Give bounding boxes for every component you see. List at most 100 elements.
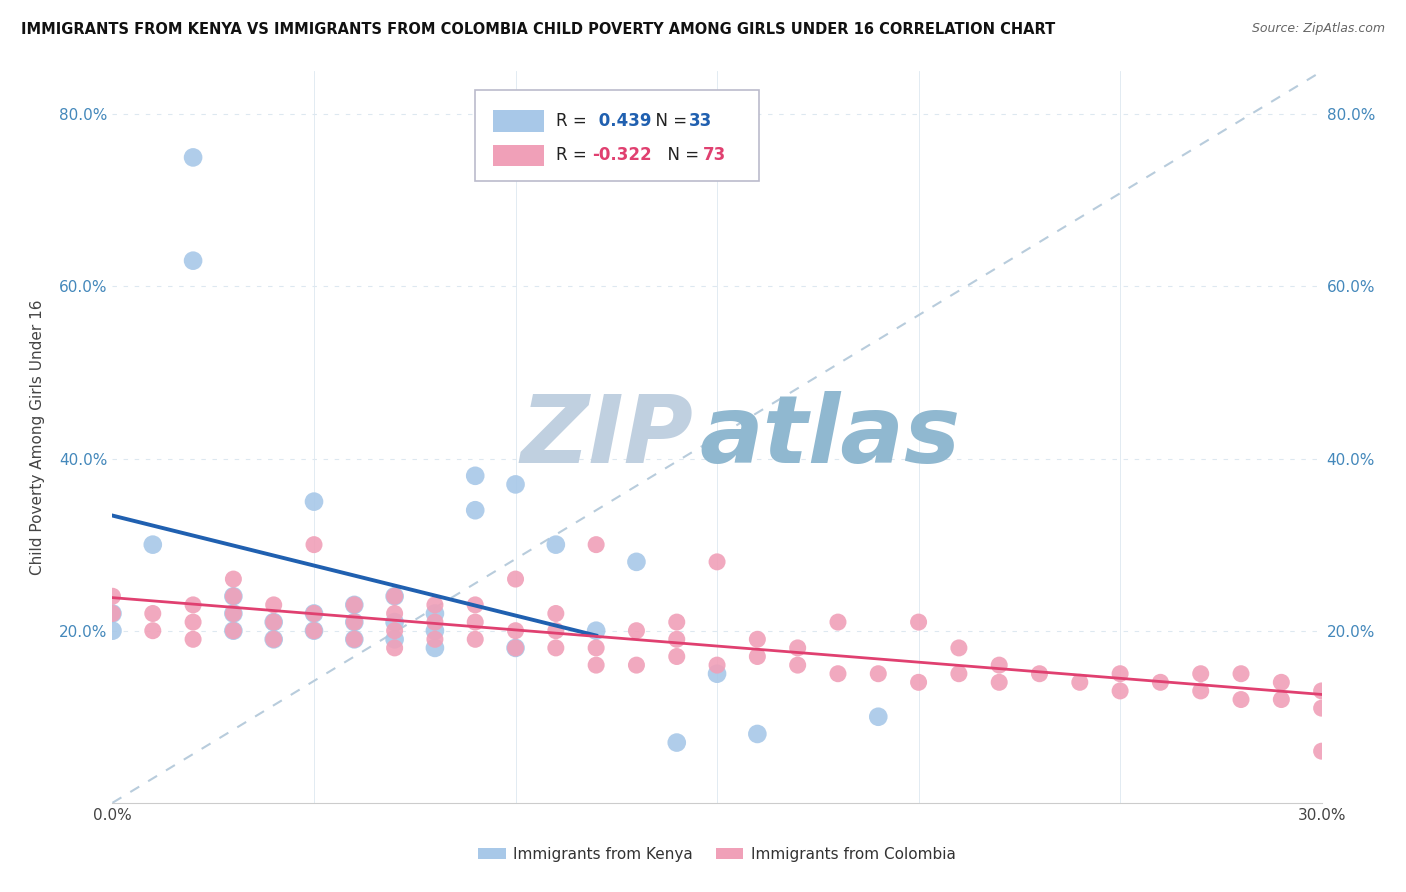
Point (222, 624, 245, 638)
Point (302, 607, 325, 621)
Point (384, 589, 406, 603)
Point (626, 555, 648, 569)
Text: Source: ZipAtlas.com: Source: ZipAtlas.com (1251, 22, 1385, 36)
Point (384, 607, 406, 621)
Point (222, 624, 245, 638)
Point (1310, 684, 1333, 698)
Point (423, 607, 446, 621)
Text: 0.439: 0.439 (592, 112, 651, 130)
Point (263, 615, 285, 629)
Point (343, 615, 366, 629)
Point (384, 589, 406, 603)
Point (142, 624, 165, 638)
Point (1230, 692, 1253, 706)
Point (665, 615, 688, 629)
Point (626, 624, 648, 638)
Point (868, 666, 890, 681)
Point (222, 572, 245, 586)
Point (343, 632, 366, 647)
Point (544, 640, 567, 655)
Point (827, 666, 849, 681)
Point (1310, 701, 1333, 715)
Text: atlas: atlas (699, 391, 960, 483)
Point (544, 624, 567, 638)
Point (222, 607, 245, 621)
Point (585, 658, 607, 673)
Point (423, 615, 446, 629)
Point (101, 589, 124, 603)
Point (505, 640, 527, 655)
Point (585, 624, 607, 638)
Point (263, 598, 285, 612)
Point (1109, 666, 1132, 681)
Point (1230, 666, 1253, 681)
Point (827, 615, 849, 629)
Point (948, 666, 970, 681)
Point (181, 150, 204, 164)
Point (868, 710, 890, 724)
Point (343, 632, 366, 647)
Point (665, 649, 688, 664)
Text: R =: R = (557, 146, 592, 164)
Point (747, 632, 769, 647)
FancyBboxPatch shape (494, 110, 544, 132)
Y-axis label: Child Poverty Among Girls Under 16: Child Poverty Among Girls Under 16 (31, 300, 45, 574)
Point (302, 538, 325, 552)
Point (706, 658, 728, 673)
Point (544, 607, 567, 621)
Point (505, 624, 527, 638)
Point (907, 675, 929, 690)
Point (302, 607, 325, 621)
Point (142, 538, 165, 552)
Point (786, 640, 808, 655)
Point (1270, 692, 1292, 706)
Point (423, 624, 446, 638)
Point (222, 589, 245, 603)
Point (302, 624, 325, 638)
Point (384, 632, 406, 647)
Point (423, 598, 446, 612)
Point (747, 727, 769, 741)
FancyBboxPatch shape (475, 90, 759, 181)
Point (464, 615, 486, 629)
Point (626, 658, 648, 673)
Text: N =: N = (644, 112, 692, 130)
Point (464, 598, 486, 612)
Point (1149, 675, 1171, 690)
Point (384, 640, 406, 655)
Point (1109, 684, 1132, 698)
Point (181, 253, 204, 268)
Point (585, 640, 607, 655)
Text: IMMIGRANTS FROM KENYA VS IMMIGRANTS FROM COLOMBIA CHILD POVERTY AMONG GIRLS UNDE: IMMIGRANTS FROM KENYA VS IMMIGRANTS FROM… (21, 22, 1056, 37)
Point (544, 538, 567, 552)
Point (505, 640, 527, 655)
Point (101, 607, 124, 621)
Point (263, 632, 285, 647)
Point (423, 640, 446, 655)
FancyBboxPatch shape (494, 145, 544, 167)
Text: R =: R = (557, 112, 592, 130)
Point (343, 598, 366, 612)
Point (181, 632, 204, 647)
Point (222, 589, 245, 603)
Point (464, 503, 486, 517)
Point (505, 477, 527, 491)
Point (1189, 684, 1212, 698)
Point (302, 494, 325, 508)
Point (181, 615, 204, 629)
Point (907, 615, 929, 629)
Point (665, 735, 688, 749)
Point (181, 598, 204, 612)
Point (263, 632, 285, 647)
Point (988, 675, 1011, 690)
Text: ZIP: ZIP (520, 391, 693, 483)
Point (948, 640, 970, 655)
Point (384, 615, 406, 629)
Point (423, 632, 446, 647)
Point (988, 658, 1011, 673)
Text: 33: 33 (689, 112, 713, 130)
Point (665, 632, 688, 647)
Point (101, 607, 124, 621)
Text: -0.322: -0.322 (592, 146, 652, 164)
Point (786, 658, 808, 673)
